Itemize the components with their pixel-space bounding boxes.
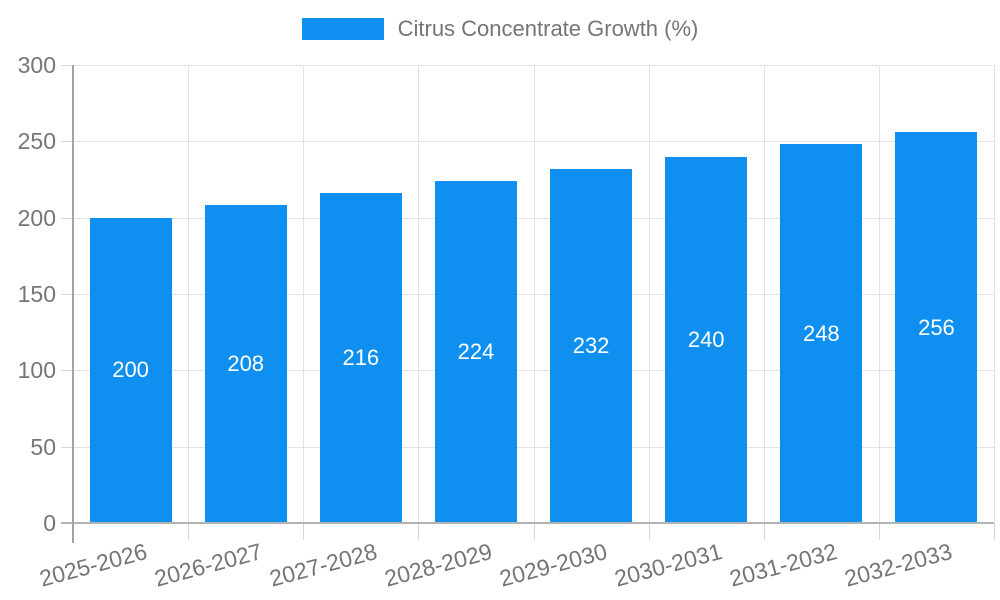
x-axis-category-label: 2027-2028 — [266, 538, 380, 592]
bar[interactable]: 248 — [780, 144, 863, 523]
x-axis-line — [61, 522, 994, 524]
gridline-vertical — [648, 65, 650, 523]
x-axis-category-label: 2032-2033 — [842, 538, 956, 592]
x-axis-category-label: 2030-2031 — [611, 538, 725, 592]
legend[interactable]: Citrus Concentrate Growth (%) — [0, 16, 1000, 42]
bar[interactable]: 216 — [319, 193, 402, 523]
gridline-vertical — [188, 65, 190, 523]
x-axis-tick — [533, 523, 535, 540]
x-axis-category-label: 2025-2026 — [36, 538, 150, 592]
x-axis-category-label: 2028-2029 — [381, 538, 495, 592]
gridline-vertical — [994, 65, 995, 523]
bar-value-label: 208 — [227, 351, 265, 377]
bar[interactable]: 256 — [895, 132, 978, 523]
x-axis-tick — [418, 523, 420, 540]
x-axis-category-label: 2031-2032 — [727, 538, 841, 592]
x-axis-tick — [994, 523, 995, 540]
y-axis-tick-label: 250 — [17, 128, 56, 155]
y-axis-tick — [61, 294, 73, 295]
bar-value-label: 216 — [342, 345, 380, 371]
bar[interactable]: 208 — [204, 205, 287, 523]
y-axis-tick — [61, 446, 73, 448]
y-axis-tick-label: 0 — [43, 510, 56, 536]
legend-label: Citrus Concentrate Growth (%) — [397, 16, 699, 41]
y-axis-tick — [61, 141, 73, 143]
gridline-vertical — [533, 65, 535, 523]
bar[interactable]: 240 — [665, 156, 748, 523]
bar-value-label: 256 — [918, 314, 955, 340]
bar[interactable]: 224 — [434, 181, 517, 523]
x-axis-category-label: 2026-2027 — [151, 538, 265, 592]
x-axis-tick — [648, 523, 650, 540]
x-axis-tick — [878, 523, 880, 540]
gridline-vertical — [763, 65, 765, 523]
bar-value-label: 232 — [572, 332, 610, 358]
y-axis-line — [72, 65, 74, 543]
x-axis-tick — [188, 523, 190, 540]
y-axis-tick — [61, 65, 73, 66]
y-axis-tick-label: 200 — [17, 204, 56, 231]
bar-value-label: 240 — [687, 326, 725, 352]
y-axis-tick-label: 150 — [17, 281, 56, 307]
bar-value-label: 200 — [112, 357, 149, 383]
bar-value-label: 224 — [457, 339, 495, 364]
gridline-vertical — [303, 65, 305, 523]
y-axis-tick-label: 100 — [17, 357, 56, 384]
legend-swatch — [301, 18, 384, 40]
bar[interactable]: 200 — [89, 217, 172, 523]
x-axis-category-label: 2029-2030 — [496, 538, 610, 592]
gridline-vertical — [418, 65, 420, 523]
y-axis-tick — [61, 217, 73, 219]
bar[interactable]: 232 — [550, 168, 633, 523]
bar-value-label: 248 — [802, 320, 840, 346]
y-axis-tick-label: 300 — [17, 52, 56, 78]
y-axis-tick — [61, 370, 73, 372]
y-axis-tick-label: 50 — [30, 433, 56, 460]
x-axis-tick — [763, 523, 765, 540]
gridline-vertical — [878, 65, 880, 523]
x-axis-tick — [303, 523, 305, 540]
